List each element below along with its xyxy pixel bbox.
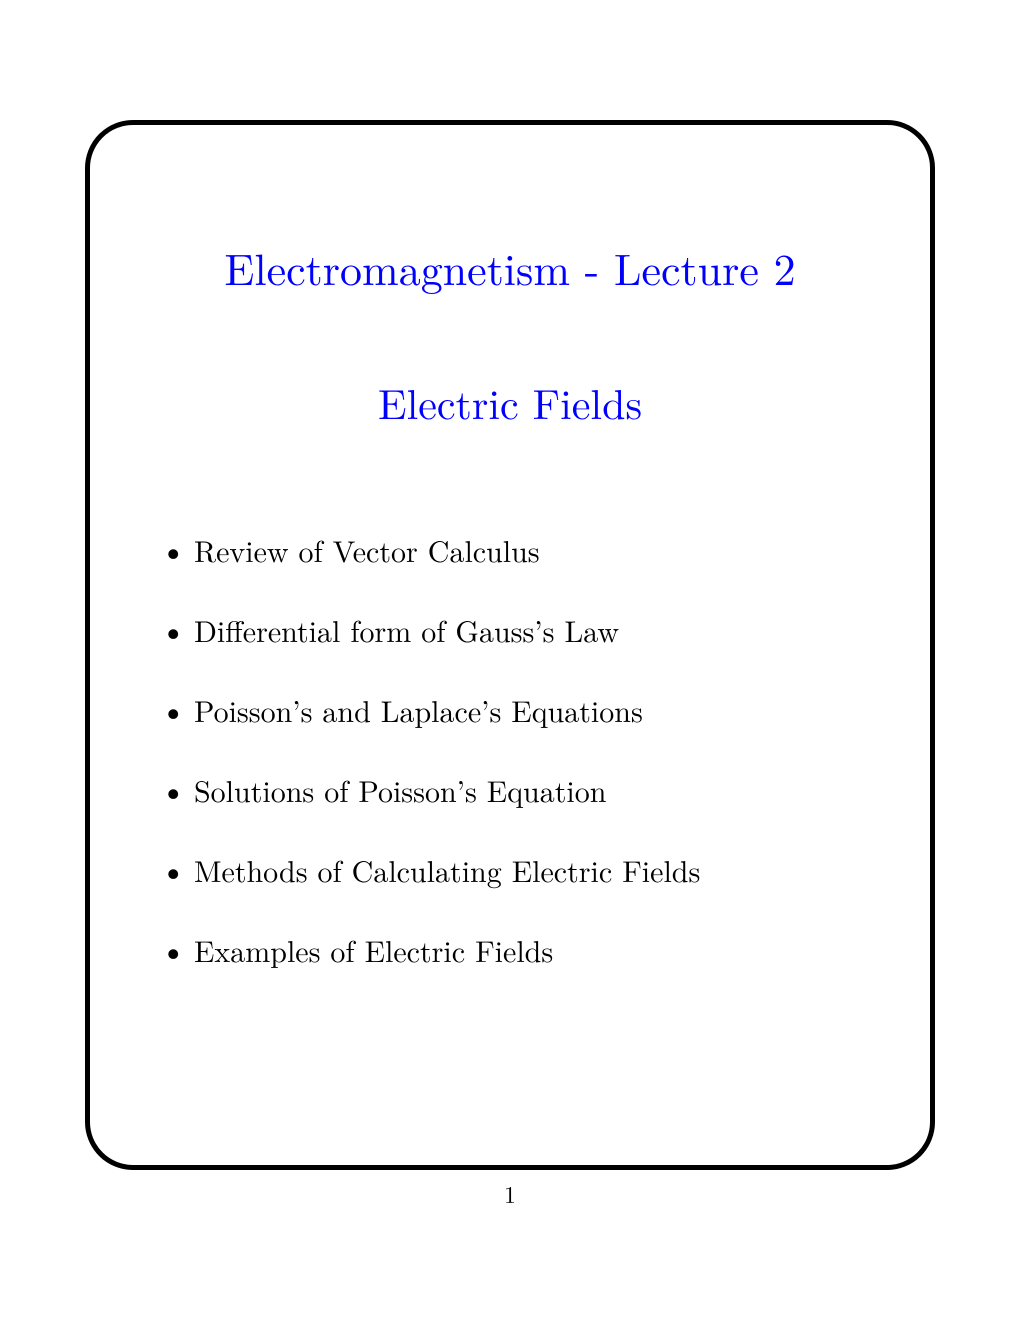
slide-subtitle: Electric Fields xyxy=(145,373,875,432)
list-item: Diﬀerential form of Gauss’s Law xyxy=(160,612,875,648)
list-item: Examples of Electric Fields xyxy=(160,932,875,968)
slide-title: Electromagnetism - Lecture 2 xyxy=(145,235,875,298)
bullet-list: Review of Vector Calculus Diﬀerential fo… xyxy=(160,532,875,968)
list-item: Solutions of Poisson’s Equation xyxy=(160,772,875,808)
list-item: Poisson’s and Laplace’s Equations xyxy=(160,692,875,728)
list-item: Review of Vector Calculus xyxy=(160,532,875,568)
slide-frame: Electromagnetism - Lecture 2 Electric Fi… xyxy=(85,120,935,1170)
slide-page: Electromagnetism - Lecture 2 Electric Fi… xyxy=(0,0,1020,1320)
list-item: Methods of Calculating Electric Fields xyxy=(160,852,875,888)
page-number: 1 xyxy=(0,1176,1020,1210)
